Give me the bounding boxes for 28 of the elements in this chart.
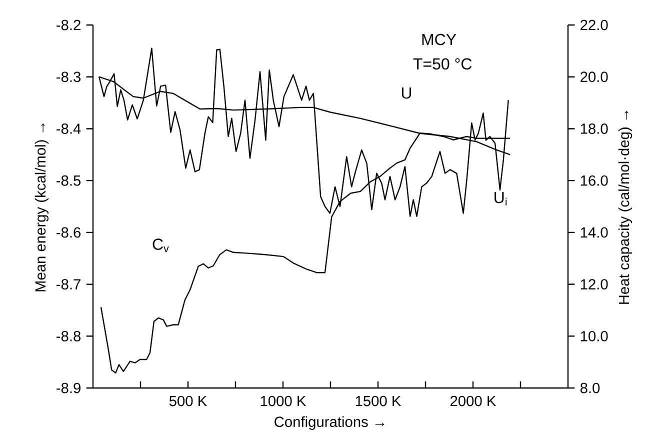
y-axis-title: Mean energy (kcal/mol) →: [34, 124, 49, 292]
y2-tick-label: 22.0: [580, 20, 608, 30]
y2-tick-label: 16.0: [580, 175, 608, 186]
x-tick-label: 2000 K: [450, 396, 496, 406]
y2-axis-title: Heat capacity (cal/mol·deg) →: [618, 110, 632, 304]
x-tick-label: 500 K: [169, 396, 207, 406]
x-tick-label: 1500 K: [356, 396, 402, 406]
y-tick-label: -8.7: [56, 279, 80, 290]
y-tick-label: -8.3: [56, 72, 81, 82]
y-tick-label: -8.2: [56, 20, 80, 30]
series-label: U$_{i}$: [494, 192, 507, 206]
y-tick-label: -8.5: [56, 175, 81, 186]
y-tick-label: -8.4: [56, 124, 81, 134]
y-tick-label: -8.9: [56, 382, 80, 394]
y2-tick-label: 8.0: [580, 382, 600, 394]
x-axis-title: Configurations →: [274, 416, 384, 430]
annotation: MCY: [422, 34, 456, 46]
series-label: U: [402, 88, 412, 99]
y2-tick-label: 20.0: [580, 72, 608, 82]
x-tick-label: 1000 K: [260, 396, 306, 406]
y-tick-label: -8.6: [56, 227, 81, 238]
y2-tick-label: 14.0: [580, 227, 608, 238]
y2-tick-label: 10.0: [580, 330, 608, 342]
annotation: T=50 °C: [413, 58, 472, 70]
y2-tick-label: 12.0: [580, 279, 608, 290]
y2-tick-label: 18.0: [580, 124, 608, 134]
text: C$_{v}$: [152, 238, 169, 252]
y-tick-label: -8.8: [56, 330, 81, 342]
